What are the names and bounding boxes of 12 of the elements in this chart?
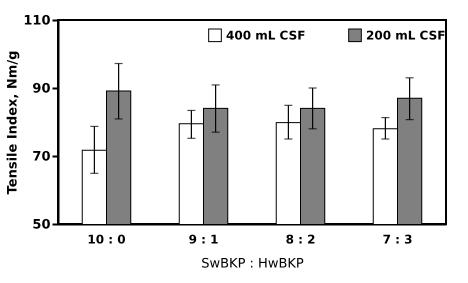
legend-label: 200 mL CSF bbox=[366, 28, 446, 42]
x-tick-label: 10 : 0 bbox=[87, 232, 126, 246]
y-axis-title: Tensile Index, Nm/g bbox=[5, 50, 20, 194]
x-tick-label: 7 : 3 bbox=[382, 232, 412, 246]
legend-label: 400 mL CSF bbox=[226, 28, 306, 42]
y-tick-label: 70 bbox=[32, 150, 50, 164]
y-tick-label: 50 bbox=[32, 218, 50, 232]
x-tick-label: 9 : 1 bbox=[188, 232, 218, 246]
y-tick-label: 110 bbox=[23, 14, 50, 28]
x-axis-title: SwBKP : HwBKP bbox=[201, 256, 304, 272]
y-tick-label: 90 bbox=[32, 82, 50, 96]
x-tick-label: 8 : 2 bbox=[286, 232, 316, 246]
